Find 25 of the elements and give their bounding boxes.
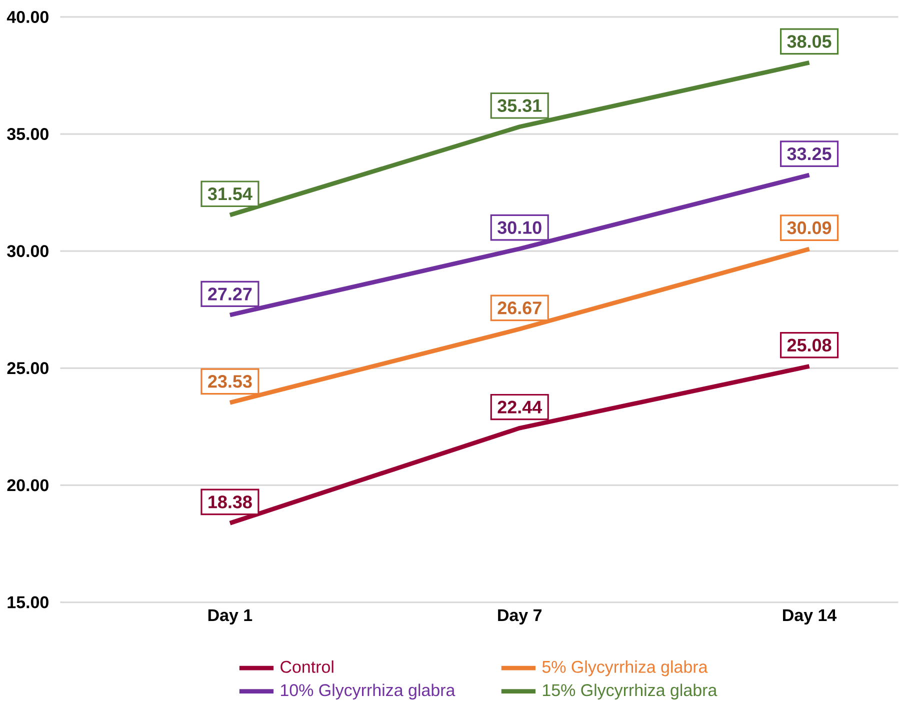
data-label: 22.44 <box>498 400 542 414</box>
y-tick-label: 40.00 <box>6 10 48 23</box>
legend-label: 10% Glycyrrhiza glabra <box>280 684 456 700</box>
data-label: 30.09 <box>787 221 832 234</box>
data-label: 33.25 <box>787 147 832 160</box>
data-label: 38.05 <box>787 35 832 48</box>
y-tick-label: 20.00 <box>7 479 48 492</box>
legend-label: 5% Glycyrrhiza glabra <box>542 660 708 676</box>
data-label: 25.08 <box>787 338 832 352</box>
y-tick-label: 30.00 <box>7 245 48 258</box>
data-label: 26.67 <box>498 301 542 314</box>
y-tick-label: 15.00 <box>8 596 48 608</box>
data-label: 18.38 <box>208 496 252 508</box>
y-tick-label: 35.00 <box>7 128 48 140</box>
legend-label: Control <box>280 660 334 673</box>
x-tick-label: Day 7 <box>498 609 542 624</box>
data-label: 23.53 <box>208 374 252 388</box>
legend-label: 15% Glycyrrhiza glabra <box>542 684 718 700</box>
data-label: 30.10 <box>498 221 542 234</box>
data-label: 35.31 <box>498 99 542 112</box>
data-label: 31.54 <box>208 187 252 200</box>
y-tick-label: 25.00 <box>7 362 48 374</box>
x-tick-label: Day 14 <box>783 609 837 624</box>
data-label: 27.27 <box>208 288 252 300</box>
x-tick-label: Day 1 <box>208 609 252 624</box>
